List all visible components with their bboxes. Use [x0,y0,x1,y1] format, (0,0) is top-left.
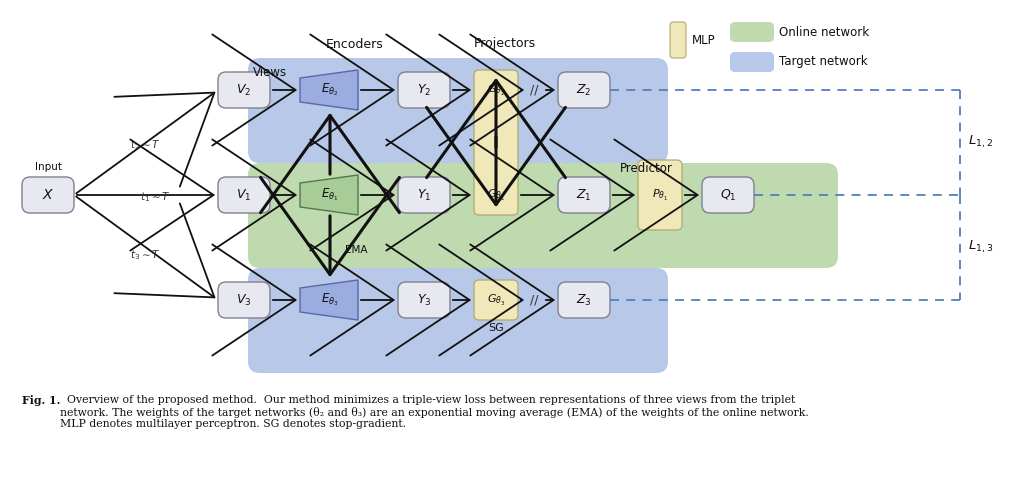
Text: Encoders: Encoders [326,38,384,50]
FancyBboxPatch shape [558,282,610,318]
Text: $G_{\theta_3}$: $G_{\theta_3}$ [487,292,505,308]
Text: $E_{\theta_1}$: $E_{\theta_1}$ [322,187,339,204]
Text: $V_1$: $V_1$ [236,187,252,203]
Text: Fig. 1.: Fig. 1. [22,395,61,406]
FancyBboxPatch shape [398,72,450,108]
FancyBboxPatch shape [638,160,681,230]
Text: MLP: MLP [692,34,716,46]
Text: Predictor: Predictor [620,162,673,174]
Text: Projectors: Projectors [474,38,536,50]
Text: $V_2$: $V_2$ [236,82,252,97]
Text: $Z_2$: $Z_2$ [576,82,592,97]
Text: //: // [530,83,538,96]
FancyBboxPatch shape [474,70,518,215]
Text: Overview of the proposed method.  Our method minimizes a triple-view loss betwee: Overview of the proposed method. Our met… [60,395,808,429]
Text: $t_3\sim T$: $t_3\sim T$ [130,248,161,262]
Polygon shape [300,175,358,215]
FancyBboxPatch shape [474,280,518,320]
FancyBboxPatch shape [248,268,668,373]
Text: $G_{\theta_1}$: $G_{\theta_1}$ [487,187,505,203]
FancyBboxPatch shape [558,72,610,108]
Text: $X$: $X$ [42,188,55,202]
Text: Target network: Target network [779,55,868,69]
FancyBboxPatch shape [730,22,774,42]
Text: $E_{\theta_2}$: $E_{\theta_2}$ [322,82,339,98]
FancyBboxPatch shape [218,282,270,318]
Text: $t_1\sim T$: $t_1\sim T$ [139,190,170,204]
FancyBboxPatch shape [22,177,74,213]
Text: Views: Views [253,66,287,79]
FancyBboxPatch shape [670,22,686,58]
Text: $L_{1,2}$: $L_{1,2}$ [968,134,993,150]
Text: //: // [530,293,538,306]
FancyBboxPatch shape [248,58,668,163]
FancyBboxPatch shape [398,177,450,213]
FancyBboxPatch shape [218,177,270,213]
Text: $Y_1$: $Y_1$ [417,187,431,203]
FancyBboxPatch shape [558,177,610,213]
Polygon shape [300,70,358,110]
Text: $Q_1$: $Q_1$ [720,187,736,203]
Text: $Z_1$: $Z_1$ [576,187,592,203]
Text: $V_3$: $V_3$ [236,292,252,308]
Text: $G_{\theta_2}$: $G_{\theta_2}$ [487,82,505,97]
Text: $Y_2$: $Y_2$ [417,82,431,97]
Text: Online network: Online network [779,26,869,39]
Text: SG: SG [488,323,504,333]
Text: $E_{\theta_3}$: $E_{\theta_3}$ [322,292,339,308]
Text: $L_{1,3}$: $L_{1,3}$ [968,239,993,255]
Text: Input: Input [34,162,62,172]
Polygon shape [300,280,358,320]
Text: $Y_3$: $Y_3$ [417,292,431,308]
Text: EMA: EMA [345,245,367,255]
FancyBboxPatch shape [730,52,774,72]
FancyBboxPatch shape [702,177,754,213]
Text: $P_{\theta_1}$: $P_{\theta_1}$ [652,187,668,203]
FancyBboxPatch shape [248,163,838,268]
FancyBboxPatch shape [218,72,270,108]
FancyBboxPatch shape [398,282,450,318]
Text: $Z_3$: $Z_3$ [576,292,592,308]
Text: $t_2\sim T$: $t_2\sim T$ [130,138,161,152]
